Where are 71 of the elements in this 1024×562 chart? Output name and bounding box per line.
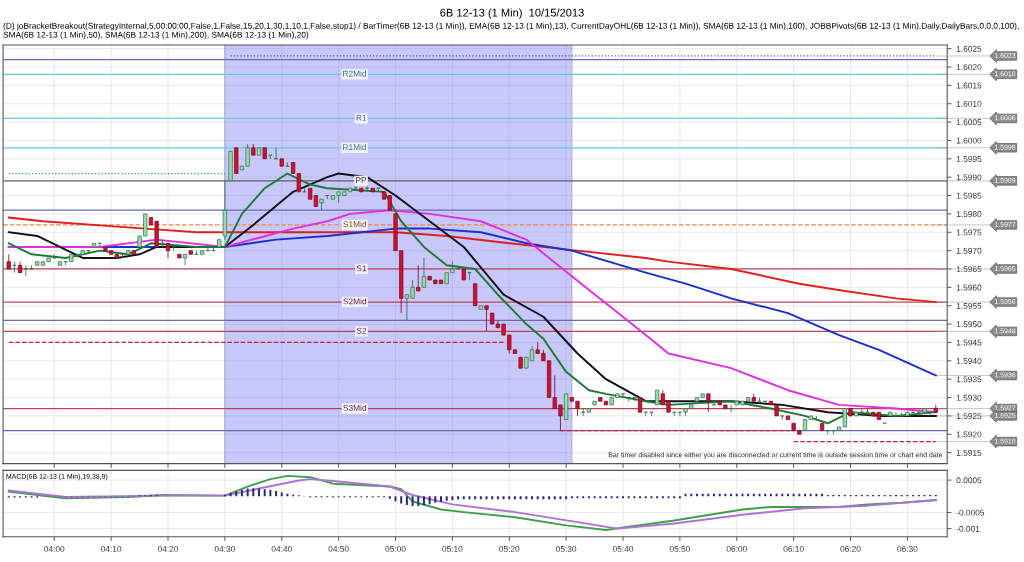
bar [235, 491, 238, 497]
chart-title: 6B 12-13 (1 Min) 10/15/2013 [440, 8, 584, 19]
line-series [7, 216, 937, 304]
y-tick-label: -0.001 [956, 525, 980, 532]
candlestick [711, 400, 717, 406]
candlestick [302, 187, 307, 193]
y-tick-label: 1.5970 [956, 247, 982, 254]
candlestick [23, 264, 28, 277]
x-tick-label: 06:20 [840, 545, 861, 552]
y-tick-label: 1.5950 [956, 321, 982, 328]
ref-line-label: S3Mid [343, 404, 367, 411]
candlestick [165, 242, 171, 259]
x-tick-label: 06:10 [783, 545, 804, 552]
ref-line-label: S2 [356, 327, 367, 334]
y-tick-label: 1.5940 [956, 358, 982, 364]
y-tick-label: 1.5975 [956, 229, 982, 236]
chart-subtitle: (D) joBracketBreakout(StrategyInternal,5,00:00:00,False,1,False,15,20,1,30,1,10,1,False,stop1) / BarTimer(6B 12-13 (1 Min)), EMA(6B 12-13 (1 Min),13), CurrentDayOHL(6B 12-13 (1 Min)), SMA(6B 12-13 (1 Min),100), JOBBPivots(6B 12-13 (1 Min),Daily,DailyBars,0,0,0,100), SMA(6B 12-13 (1 Min),50), SMA(6B 12-13 (1 Min),200), SMA(6B 12-13 (1 Min),20) [3, 22, 1019, 40]
y-tick-label: 1.5980 [956, 211, 982, 218]
y-tick-label: 1.6000 [956, 137, 982, 144]
x-tick-label: 05:30 [556, 545, 577, 552]
y-tick-label: 1.5990 [956, 174, 982, 181]
y-tick-label: 1.6015 [956, 82, 982, 89]
y-tick-label: 1.5960 [956, 284, 982, 291]
candlestick [182, 253, 188, 266]
ref-line-label: R2Mid [343, 70, 367, 77]
ref-line-label: PP [356, 177, 367, 184]
y-tick-label: 1.5925 [956, 413, 982, 420]
candlestick [899, 411, 904, 417]
y-tick-label: 1.5930 [956, 394, 982, 401]
y-tick-label: 1.5955 [956, 302, 982, 309]
x-tick-label: 04:40 [271, 545, 292, 552]
y-tick-label: 1.5995 [956, 156, 982, 162]
candlestick [421, 257, 427, 288]
x-tick-label: 05:40 [612, 545, 634, 552]
candlestick [171, 246, 176, 252]
y-tick-label: 1.5935 [956, 376, 982, 383]
x-tick-label: 04:20 [157, 545, 179, 552]
ref-line-label: R1 [356, 114, 367, 121]
y-tick-label: 1.5985 [956, 192, 982, 199]
candlestick [29, 264, 34, 270]
candlestick [484, 305, 489, 332]
ref-line-label: R1Mid [343, 143, 367, 151]
x-tick-label: 04:30 [214, 545, 235, 552]
x-tick-label: 05:50 [669, 545, 690, 552]
ref-line-label: S2Mid [343, 298, 367, 305]
candlestick [706, 393, 711, 413]
candlestick [780, 415, 785, 420]
x-tick-label: 05:10 [442, 545, 463, 552]
y-tick-label: 1.6025 [956, 45, 982, 52]
candlestick [268, 154, 273, 160]
y-tick-label: 1.6020 [956, 64, 982, 71]
y-tick-label: -0.0005 [956, 509, 985, 516]
y-tick-label: 1.5920 [956, 431, 982, 438]
y-tick-label: 1.5915 [956, 449, 982, 456]
ref-line-label: S1 [356, 265, 367, 272]
y-tick-label: 0.0005 [956, 477, 982, 484]
candlestick [473, 283, 478, 307]
x-tick-label: 04:10 [101, 545, 122, 552]
y-tick-label: 1.5965 [956, 266, 982, 273]
candlestick [416, 264, 421, 292]
x-tick-label: 04:50 [328, 545, 349, 552]
y-tick-label: 1.6010 [956, 100, 982, 107]
bar [258, 488, 261, 497]
x-tick-label: 06:30 [897, 545, 918, 552]
x-tick-label: 04:00 [44, 545, 65, 552]
x-tick-label: 06:00 [726, 545, 747, 552]
x-tick-label: 05:20 [499, 545, 520, 552]
ref-line-label: S1Mid [343, 221, 367, 228]
y-tick-label: 1.6005 [956, 119, 982, 126]
x-tick-label: 05:00 [385, 545, 406, 552]
y-tick-label: 1.5945 [956, 339, 982, 346]
